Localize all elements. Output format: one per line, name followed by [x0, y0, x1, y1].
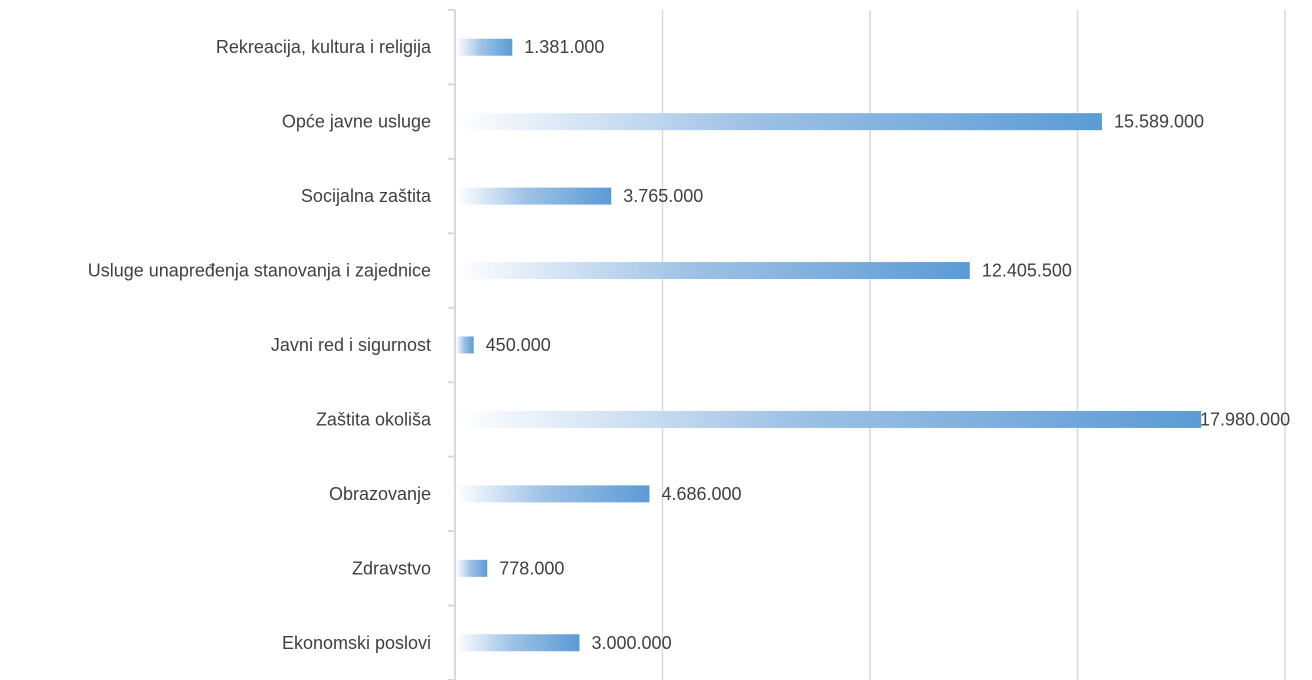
data-label: 450.000	[486, 335, 551, 355]
category-label: Zaštita okoliša	[316, 409, 432, 429]
category-label: Zdravstvo	[352, 558, 431, 578]
category-label: Socijalna zaštita	[301, 186, 432, 206]
bar	[456, 634, 580, 652]
data-label: 3.765.000	[623, 186, 703, 206]
data-label: 1.381.000	[524, 37, 604, 57]
data-label: 17.980.000	[1200, 409, 1290, 429]
data-labels: 1.381.000 15.589.000 3.765.000 12.405.500 45…	[486, 37, 1290, 653]
bar	[456, 38, 513, 56]
category-label: Usluge unapređenja stanovanja i zajednic…	[88, 261, 431, 281]
data-label: 4.686.000	[661, 484, 741, 504]
data-label: 3.000.000	[592, 633, 672, 653]
bar	[456, 410, 1202, 428]
bar	[456, 187, 612, 205]
bar	[456, 485, 650, 503]
bars	[456, 38, 1202, 652]
bar	[456, 559, 488, 577]
category-label: Javni red i sigurnost	[271, 335, 431, 355]
category-label: Rekreacija, kultura i religija	[216, 37, 432, 57]
gridlines	[661, 10, 1286, 680]
category-labels: Rekreacija, kultura i religija Opće javne…	[88, 37, 432, 653]
data-label: 15.589.000	[1114, 112, 1204, 132]
bar	[456, 113, 1102, 131]
category-label: Ekonomski poslovi	[282, 633, 431, 653]
data-label: 12.405.500	[982, 261, 1072, 281]
bar	[456, 262, 970, 280]
category-label: Opće javne usluge	[282, 112, 431, 132]
category-label: Obrazovanje	[329, 484, 431, 504]
category-axis	[448, 9, 456, 680]
data-label: 778.000	[499, 558, 564, 578]
bar	[456, 336, 474, 354]
